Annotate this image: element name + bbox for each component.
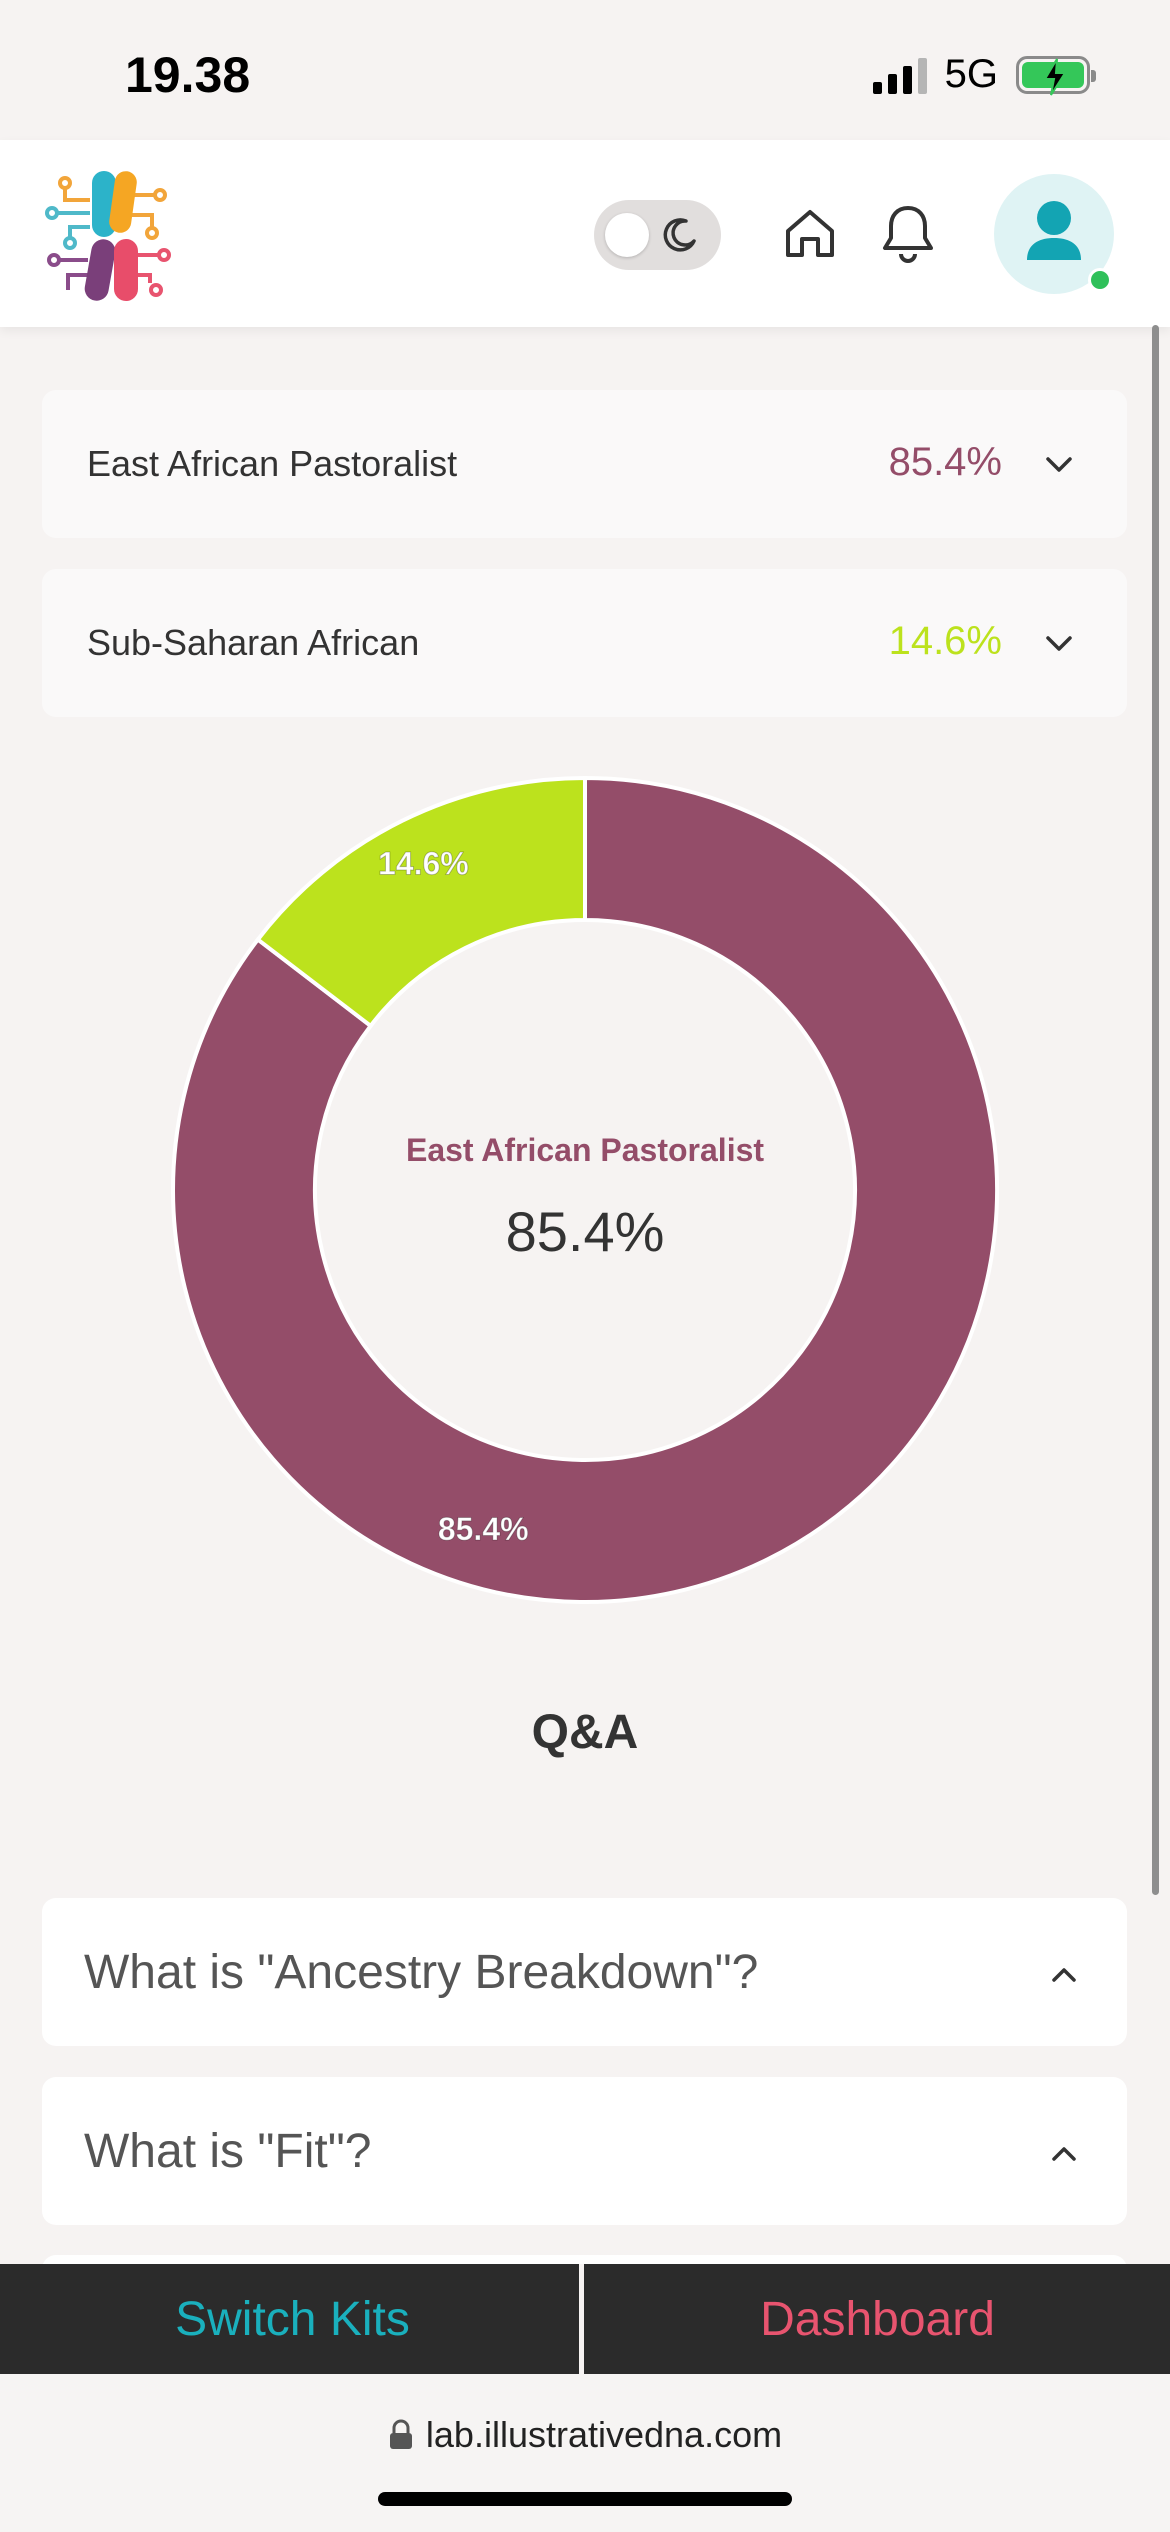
donut-slice[interactable] [255, 775, 587, 1029]
ancestry-percent: 14.6% [888, 619, 1002, 663]
donut-center-value: 85.4% [506, 1200, 665, 1263]
chevron-up-icon [1052, 2147, 1076, 2161]
user-icon [1027, 201, 1081, 260]
ancestry-name: East African Pastoralist [87, 443, 458, 484]
chevron-down-icon [1046, 636, 1072, 651]
donut-center-label: East African Pastoralist [406, 1132, 764, 1168]
bell-icon[interactable] [878, 202, 938, 266]
ancestry-name: Sub-Saharan African [87, 622, 420, 663]
network-type: 5G [944, 52, 998, 96]
home-indicator[interactable] [378, 2492, 792, 2506]
status-indicators: 5G [872, 52, 1096, 97]
status-bar: 19.38 5G [0, 0, 1170, 140]
dark-mode-toggle[interactable] [594, 200, 721, 270]
ancestry-row[interactable]: East African Pastoralist 85.4% [42, 390, 1127, 538]
ancestry-donut-chart: East African Pastoralist 85.4% 85.4% 14.6… [171, 775, 999, 1604]
app-header [0, 140, 1170, 327]
ancestry-percent: 85.4% [888, 440, 1002, 484]
home-icon[interactable] [782, 207, 838, 261]
switch-kits-button[interactable]: Switch Kits [175, 2292, 410, 2346]
user-avatar[interactable] [994, 174, 1114, 294]
qa-title: Q&A [531, 1706, 639, 1759]
dashboard-button[interactable]: Dashboard [760, 2292, 995, 2346]
battery-icon [1016, 55, 1096, 96]
toggle-knob [605, 213, 649, 257]
lock-icon [389, 2419, 412, 2449]
signal-icon [872, 56, 927, 94]
faq-question: What is "Ancestry Breakdown"? [84, 1946, 759, 1999]
chevron-down-icon [1046, 457, 1072, 472]
online-status-dot [1088, 268, 1112, 292]
bottom-action-bar: Switch Kits Dashboard [0, 2264, 1170, 2374]
moon-icon [663, 218, 696, 252]
illustrative-dna-logo[interactable] [40, 165, 180, 310]
ancestry-row[interactable]: Sub-Saharan African 14.6% [42, 569, 1127, 717]
donut-slice-label: 85.4% [438, 1511, 529, 1547]
faq-item[interactable]: What is "Ancestry Breakdown"? [42, 1898, 1127, 2046]
url-text: lab.illustrativedna.com [425, 2414, 783, 2455]
scrollbar[interactable] [1152, 325, 1159, 1895]
chevron-up-icon [1052, 1968, 1076, 1982]
divider [579, 2264, 584, 2374]
browser-url-bar[interactable]: lab.illustrativedna.com [0, 2374, 1170, 2532]
status-time: 19.38 [125, 47, 251, 103]
donut-slice[interactable] [171, 775, 999, 1604]
faq-question: What is "Fit"? [84, 2125, 372, 2178]
faq-item[interactable]: What is "Fit"? [42, 2077, 1127, 2225]
donut-slice-label: 14.6% [378, 846, 469, 882]
